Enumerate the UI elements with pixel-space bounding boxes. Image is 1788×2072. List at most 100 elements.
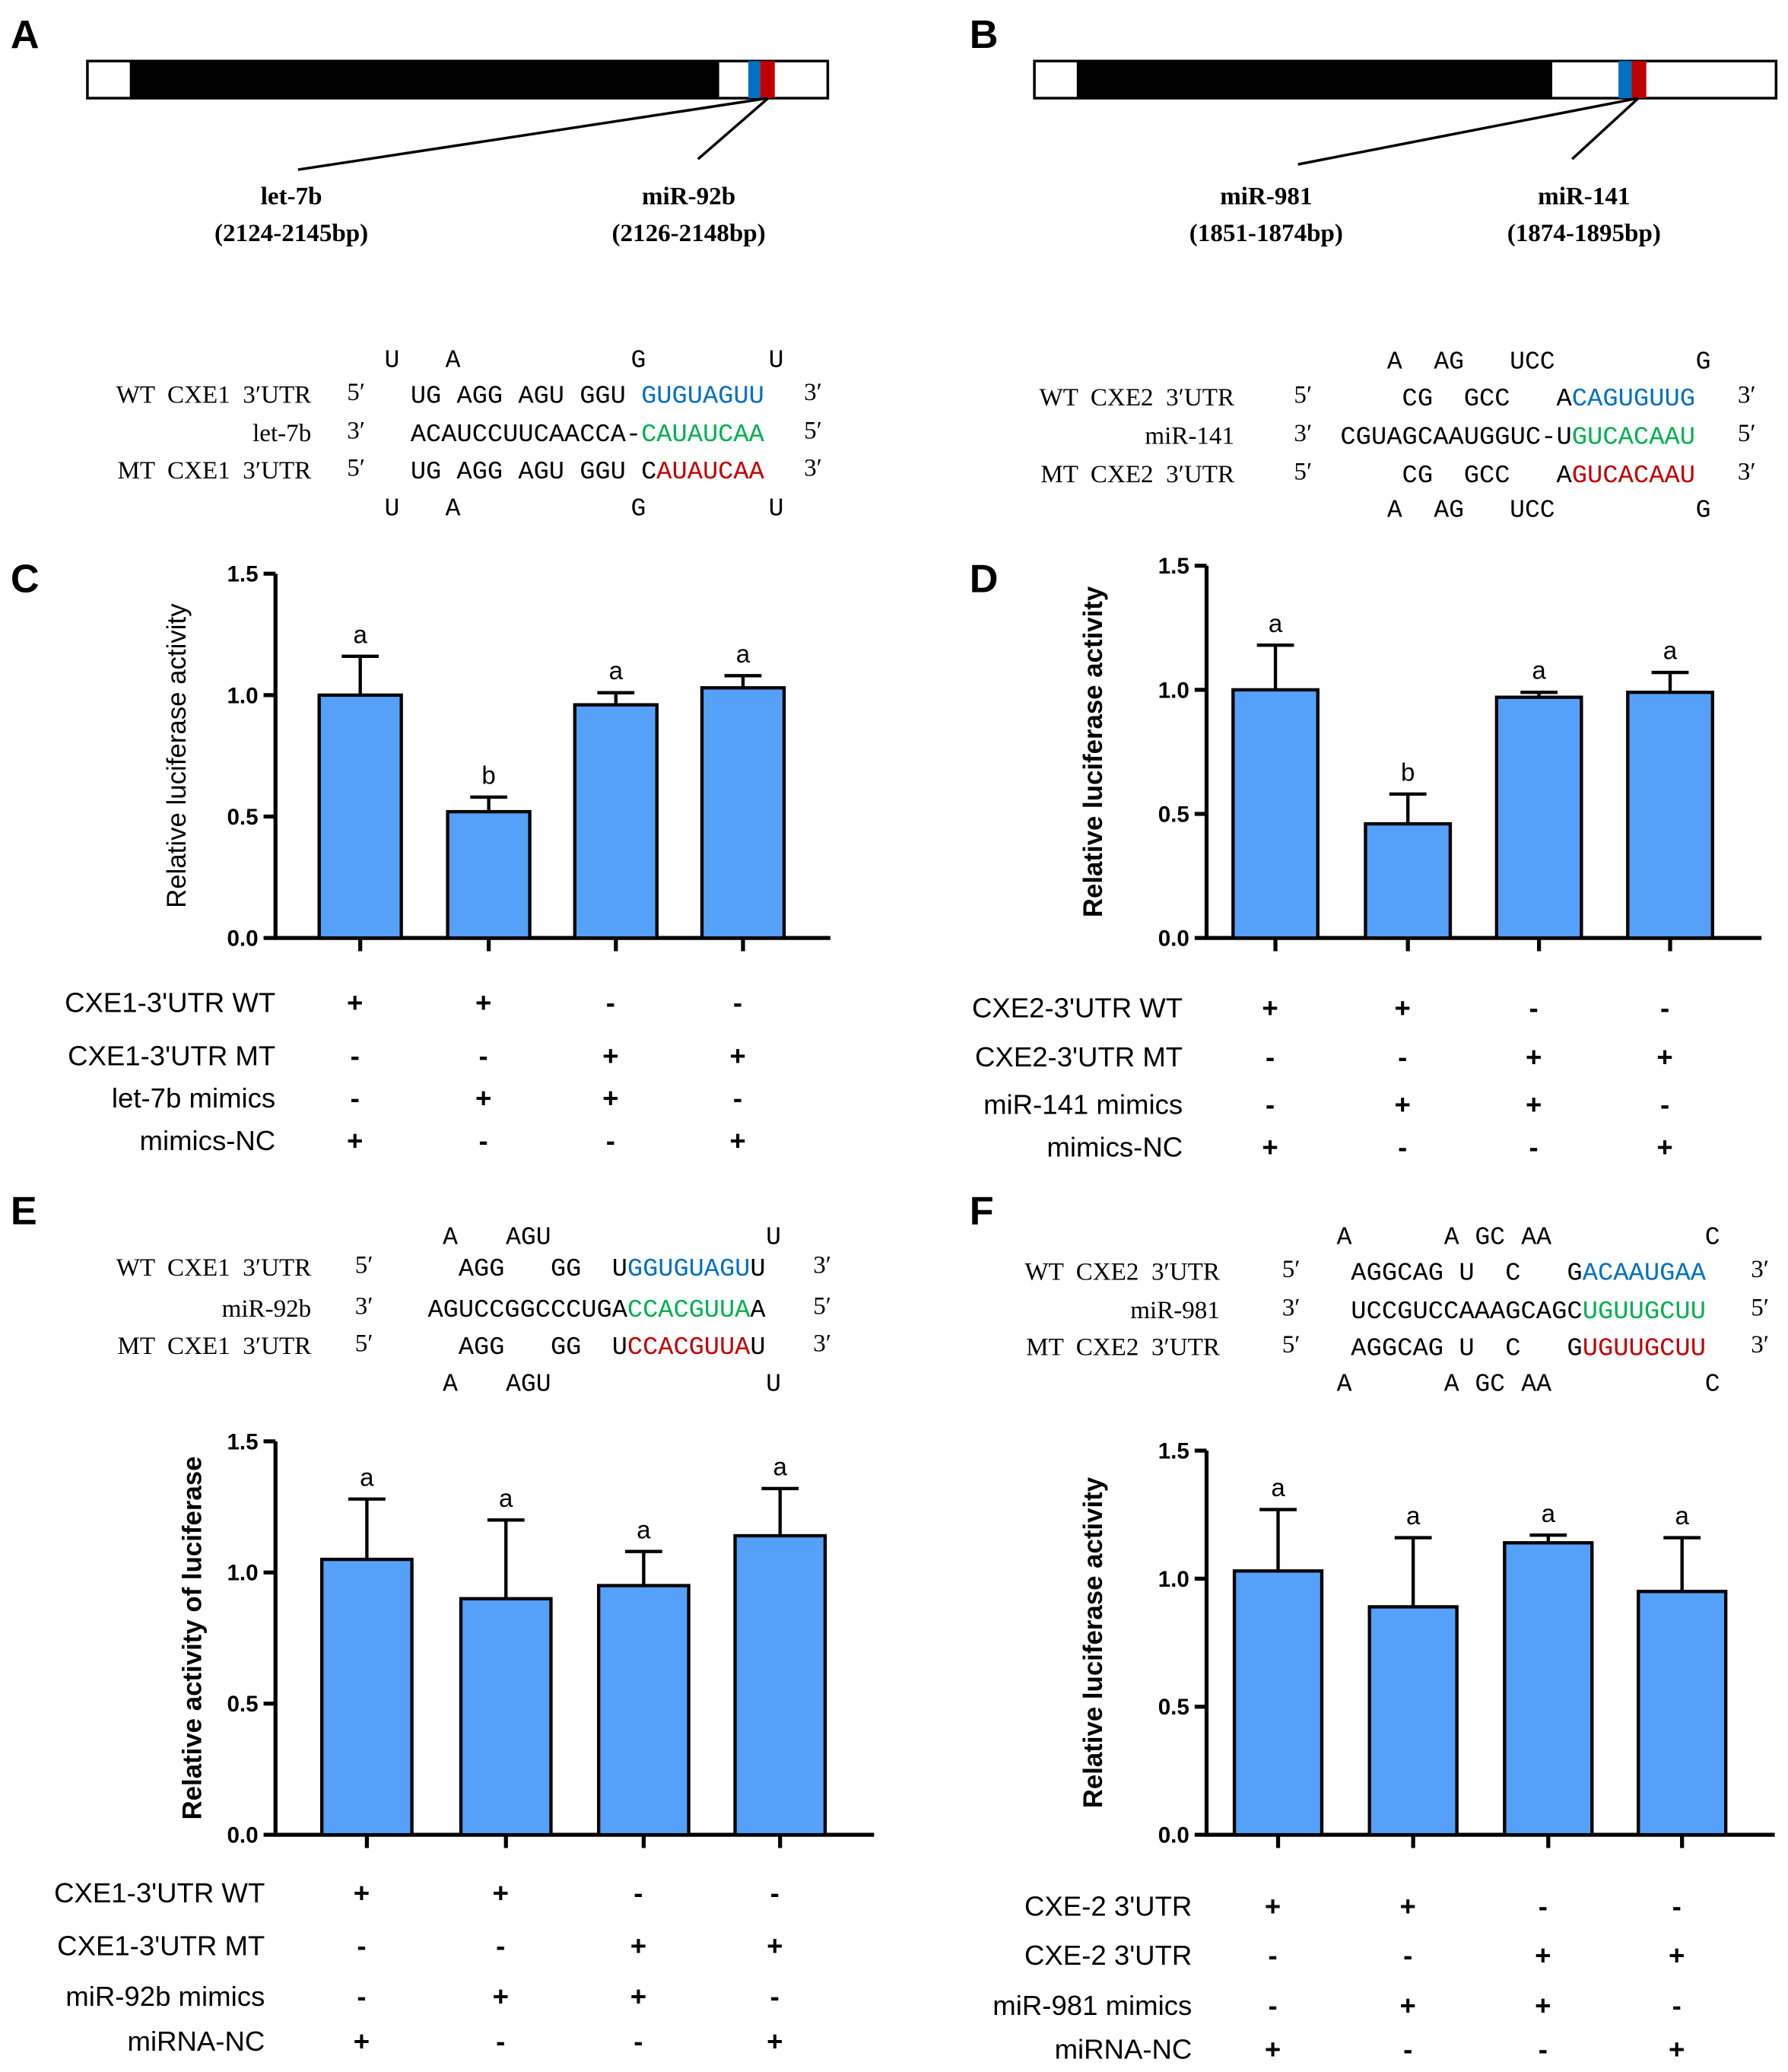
alignment-0: U A G U U A G U WT CXE1 3′UTR 5′ 3′ UG AGG AGU GGU … [116,346,822,523]
bar-chart-c: 0.0 0.5 1.0 1.5 Relative luciferase activity… [65,562,830,1156]
unpaired-base: A [443,1370,458,1399]
treatment-mark: - [1266,1089,1275,1120]
treatment-mark: - [1672,1990,1682,2021]
sequence-label: miR-141 [1145,423,1234,450]
treatment-mark: + [475,1082,491,1114]
significance-letter: a [1675,1502,1689,1530]
significance-letter: a [1271,1474,1285,1502]
y-tick-label: 1.0 [1158,1567,1189,1592]
site-name: miR-92b [642,183,735,210]
alignment-2: A AGU UA AGU UWT CXE1 3′UTR 5′ 3′ AGG GG U GGUG… [116,1222,831,1398]
treatment-mark: + [1265,1890,1281,1921]
treatment-mark: + [630,1931,646,1962]
treatment-mark: - [1660,993,1669,1024]
treatment-mark: + [602,1040,618,1071]
sequence-segment: ACAUCCUUCAACCA- [411,420,641,449]
treatment-mark: + [1395,993,1411,1024]
bar [700,686,786,940]
bar [320,1557,414,1837]
significance-letter: a [1269,610,1283,638]
treatment-mark: + [1656,1131,1672,1162]
site-pointer [1297,97,1639,166]
unpaired-base: C [1705,1222,1720,1251]
treatment-mark: + [1669,2033,1685,2064]
strand-end: 5′ [355,1330,373,1357]
treatment-label: CXE2-3'UTR WT [972,993,1183,1024]
strand-end: 3′ [1751,1331,1769,1359]
treatment-mark: + [347,987,363,1019]
treatment-mark: - [1539,2033,1548,2064]
treatment-mark: + [1526,1089,1542,1120]
treatment-mark: + [729,1125,745,1156]
sequence: UG AGG AGU GGU GUGUAGUU [411,382,764,411]
bar-chart-d: 0.0 0.5 1.0 1.5 Relative luciferase activity… [972,554,1762,1162]
treatment-mark: + [475,987,491,1019]
treatment-mark: + [354,2026,370,2057]
sequence-label: miR-92b [222,1295,312,1323]
treatment-mark: - [479,1040,488,1071]
strand-end: 3′ [804,379,822,406]
y-tick-label: 0.5 [227,805,258,830]
unpaired-base: A [1387,495,1402,524]
strand-end: 3′ [1294,420,1312,447]
y-axis-label: Relative activity of luciferase [178,1457,208,1820]
y-tick-label: 0.0 [227,926,258,952]
sequence-segment: CG GCC A [1340,461,1572,490]
y-tick-label: 0.0 [227,1823,258,1848]
unpaired-base: U [766,1370,781,1399]
unpaired-base: A [1444,1370,1459,1399]
y-tick-label: 1.0 [227,1561,258,1586]
treatment-label: CXE1-3'UTR WT [65,987,275,1019]
treatment-label: miR-981 mimics [992,1990,1192,2021]
sequence-label: WT CXE2 3′UTR [1040,384,1235,412]
y-tick-label: 0.0 [1158,1823,1189,1848]
panel-label-a: A [11,13,40,57]
unpaired-base: GC [1475,1370,1505,1399]
y-tick-label: 1.5 [227,1429,258,1454]
treatment-mark: - [770,1981,780,2012]
cds-region [1076,61,1553,99]
bar [1637,1590,1728,1837]
treatment-mark: - [1672,1890,1682,1921]
sequence-segment: A [750,1295,765,1324]
sequence: AGG GG U GGUGUAGU U [427,1254,765,1283]
treatment-label: let-7b mimics [112,1082,275,1114]
significance-letter: a [736,640,751,669]
bar [446,809,532,940]
bar [1364,821,1453,940]
treatment-mark: + [347,1125,363,1156]
sequence-segment: AGUCCGGCCCUGA [427,1295,627,1324]
sequence: AGGCAG U C G UGUUGCUU [1351,1334,1706,1363]
treatment-mark: - [733,1082,742,1114]
treatment-mark: - [479,1125,488,1156]
bar [1367,1605,1459,1837]
y-axis-label: Relative luciferase activity [162,603,192,908]
treatment-mark: - [1403,1940,1412,1971]
unpaired-base: A [1444,1222,1459,1251]
strand-end: 5′ [1282,1331,1301,1359]
treatment-mark: + [354,1877,370,1908]
treatment-mark: + [1526,1041,1542,1073]
bar-chart-e: 0.0 0.5 1.0 1.5 Relative activity of lucifer… [54,1429,875,2057]
sequence-label: MT CXE2 3′UTR [1026,1334,1221,1362]
treatment-mark: - [733,987,742,1019]
bar [1503,1541,1594,1837]
y-tick-label: 1.5 [227,562,258,587]
strand-end: 3′ [347,418,365,445]
treatment-mark: - [1660,1089,1669,1120]
sequence-segment: UG AGG AGU GGU [411,382,641,411]
treatment-mark: + [1262,993,1278,1024]
unpaired-base: AG [1434,495,1464,524]
sequence-label: MT CXE1 3′UTR [118,1333,313,1360]
sequence-segment: CG GCC A [1340,384,1572,413]
significance-letter: a [1406,1502,1421,1530]
unpaired-base: AA [1521,1370,1551,1399]
unpaired-base: A [1337,1222,1352,1251]
treatment-mark: - [351,1040,360,1071]
site-name: miR-141 [1538,183,1630,210]
treatment-label: CXE1-3'UTR MT [68,1040,275,1071]
sequence: AGGCAG U C G ACAAUGAA [1351,1258,1706,1287]
y-tick-label: 1.0 [1158,678,1189,703]
unpaired-base: G [1696,347,1711,376]
significance-letter: a [1532,657,1546,685]
